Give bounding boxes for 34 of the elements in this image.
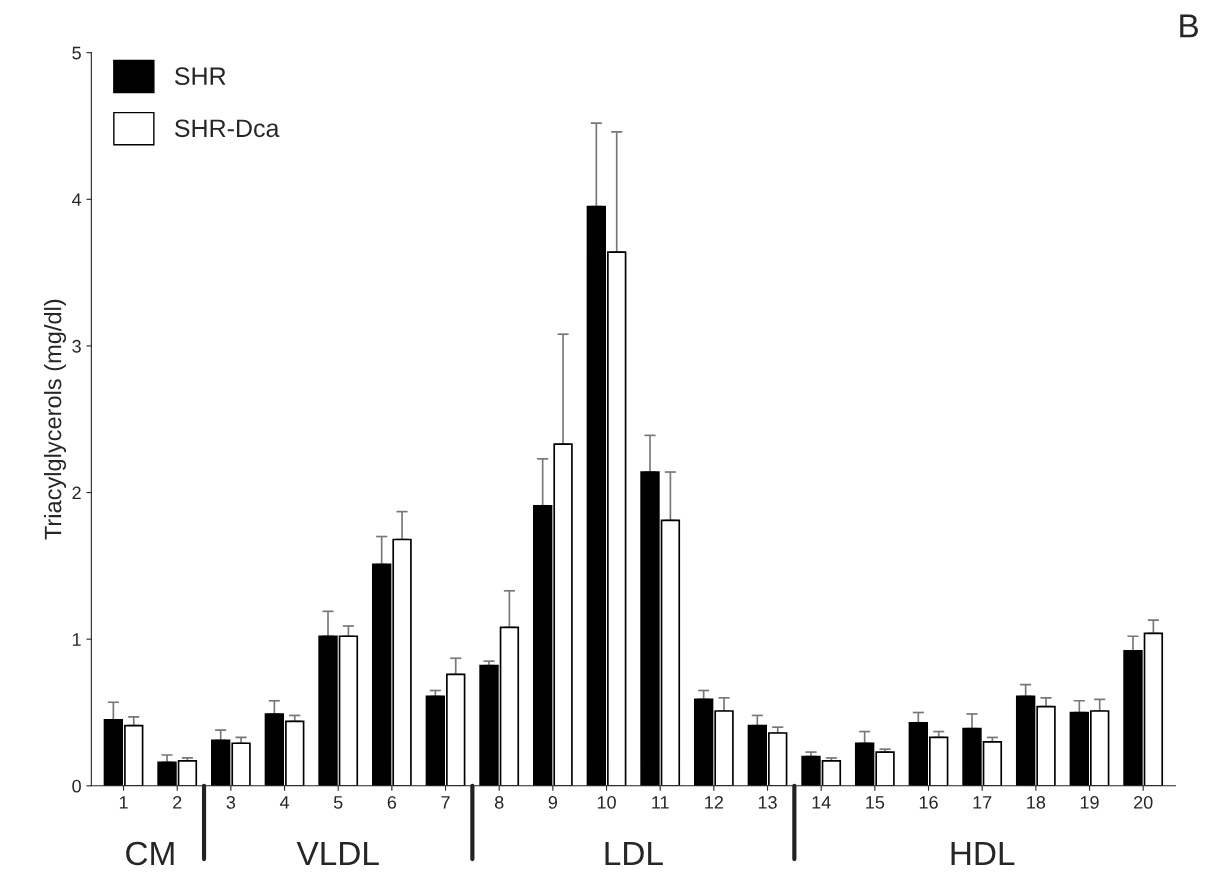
x-tick-label: 20 xyxy=(1134,796,1153,809)
y-axis-title: Triacylglycerols (mg/dl) xyxy=(44,299,67,540)
x-tick-label: 10 xyxy=(597,796,616,809)
x-tick-label: 14 xyxy=(812,796,831,809)
x-tick-label: 13 xyxy=(758,796,777,809)
text: VLDL xyxy=(296,842,379,865)
legend-label: SHR xyxy=(174,67,226,86)
x-tick-label: 3 xyxy=(226,796,236,809)
text: HDL xyxy=(951,842,1015,865)
x-tick-label: 15 xyxy=(866,796,885,809)
x-tick-label: 17 xyxy=(973,796,992,809)
x-tick-label: 6 xyxy=(387,796,397,809)
legend-label: SHR-Dca xyxy=(174,119,280,138)
x-tick-label: 1 xyxy=(119,796,128,809)
x-tick-label: 12 xyxy=(705,796,723,809)
x-tick-label: 4 xyxy=(279,796,290,809)
x-tick-label: 18 xyxy=(1027,796,1046,809)
y-tick-label: 2 xyxy=(72,486,81,500)
x-tick-label: 7 xyxy=(441,796,450,809)
text: LDL xyxy=(605,842,663,865)
y-tick-label: 0 xyxy=(72,779,81,793)
text: B xyxy=(1180,14,1198,38)
y-tick-label: 4 xyxy=(72,193,82,206)
x-tick-label: 11 xyxy=(652,796,669,809)
text: CM xyxy=(126,841,174,866)
x-tick-label: 9 xyxy=(548,796,558,809)
x-tick-label: 5 xyxy=(333,796,343,809)
x-tick-label: 19 xyxy=(1080,796,1099,809)
y-tick-label: 5 xyxy=(72,46,81,60)
x-tick-label: 2 xyxy=(173,796,182,809)
y-tick-label: 3 xyxy=(72,339,81,353)
x-tick-label: 8 xyxy=(494,796,504,809)
y-tick-label: 1 xyxy=(72,633,81,646)
x-tick-label: 16 xyxy=(919,796,938,809)
